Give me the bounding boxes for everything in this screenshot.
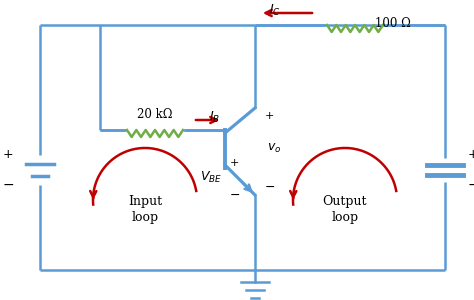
Text: 20 kΩ: 20 kΩ bbox=[137, 108, 173, 121]
Text: 100 Ω: 100 Ω bbox=[375, 17, 411, 30]
Text: −: − bbox=[2, 178, 14, 192]
Text: +: + bbox=[3, 148, 13, 161]
Text: $I_C$: $I_C$ bbox=[269, 3, 281, 18]
Text: $I_B$: $I_B$ bbox=[210, 110, 220, 125]
Text: −: − bbox=[230, 188, 240, 202]
Text: Output
loop: Output loop bbox=[323, 196, 367, 224]
Text: −: − bbox=[467, 178, 474, 192]
Text: Input
loop: Input loop bbox=[128, 196, 162, 224]
Text: $V_{BE}$: $V_{BE}$ bbox=[200, 169, 222, 184]
Text: +: + bbox=[265, 111, 274, 121]
Text: −: − bbox=[265, 181, 275, 194]
Text: +: + bbox=[230, 158, 239, 168]
Text: $v_o$: $v_o$ bbox=[267, 141, 282, 154]
Text: +: + bbox=[468, 148, 474, 161]
